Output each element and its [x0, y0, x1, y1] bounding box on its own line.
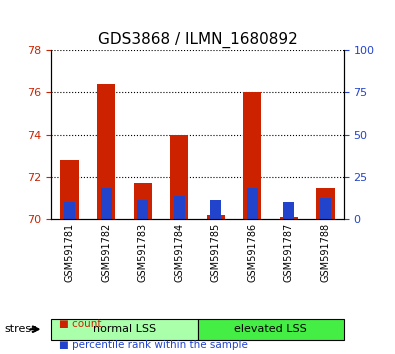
Text: GSM591785: GSM591785 — [211, 223, 221, 282]
Bar — [174, 196, 185, 219]
Text: GSM591786: GSM591786 — [247, 223, 257, 282]
Text: GSM591787: GSM591787 — [284, 223, 294, 282]
Bar — [134, 183, 152, 219]
Bar — [60, 160, 79, 219]
Bar — [210, 200, 221, 219]
Text: ■ percentile rank within the sample: ■ percentile rank within the sample — [59, 341, 248, 350]
Title: GDS3868 / ILMN_1680892: GDS3868 / ILMN_1680892 — [98, 32, 297, 48]
Bar — [207, 215, 225, 219]
Bar — [97, 84, 115, 219]
Text: GSM591783: GSM591783 — [138, 223, 148, 282]
Bar — [101, 188, 112, 219]
Bar — [137, 200, 148, 219]
Bar — [243, 92, 261, 219]
Text: normal LSS: normal LSS — [93, 324, 156, 334]
Text: stress: stress — [4, 324, 37, 334]
Bar — [64, 202, 75, 219]
Bar — [170, 135, 188, 219]
Text: GSM591784: GSM591784 — [174, 223, 184, 282]
Bar — [247, 188, 258, 219]
Bar — [320, 198, 331, 219]
Text: elevated LSS: elevated LSS — [234, 324, 307, 334]
Text: GSM591781: GSM591781 — [65, 223, 75, 282]
Bar — [280, 217, 298, 219]
Text: ■ count: ■ count — [59, 319, 102, 329]
Text: GSM591782: GSM591782 — [101, 223, 111, 282]
Bar — [283, 202, 294, 219]
Text: GSM591788: GSM591788 — [320, 223, 330, 282]
Bar — [316, 188, 335, 219]
